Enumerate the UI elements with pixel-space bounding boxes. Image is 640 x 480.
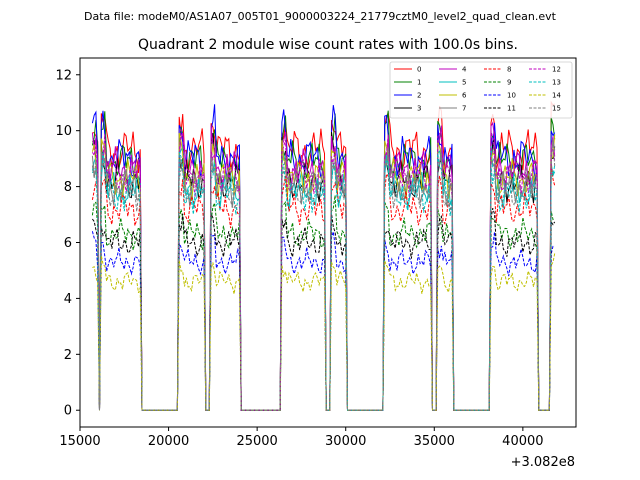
series-layer — [91, 100, 556, 411]
legend-label-9: 9 — [507, 79, 511, 87]
legend-label-12: 12 — [552, 66, 561, 74]
legend-frame — [389, 61, 573, 119]
x-offset-label: +3.082e8 — [511, 455, 575, 470]
legend-label-15: 15 — [552, 105, 561, 113]
legend-label-5: 5 — [462, 79, 466, 87]
series-line-9 — [91, 195, 556, 411]
y-tick-label: 4 — [64, 292, 72, 307]
y-tick-label: 12 — [55, 68, 72, 83]
x-tick-label: 15000 — [59, 434, 100, 449]
x-tick-label: 35000 — [414, 434, 455, 449]
series-line-7 — [91, 138, 556, 411]
x-tick-label: 25000 — [236, 434, 277, 449]
plot-frame — [79, 57, 577, 428]
legend-label-7: 7 — [462, 105, 466, 113]
legend-label-4: 4 — [462, 66, 467, 74]
series-line-1 — [91, 110, 556, 411]
legend-label-0: 0 — [417, 66, 421, 74]
data-file-suptitle: Data file: modeM0/AS1A07_005T01_90000032… — [84, 10, 557, 23]
legend-label-1: 1 — [417, 79, 421, 87]
x-tick-label: 40000 — [502, 434, 543, 449]
legend-label-2: 2 — [417, 92, 421, 100]
y-tick-label: 10 — [55, 124, 72, 139]
series-line-15 — [91, 143, 556, 411]
x-tick-label: 20000 — [148, 434, 189, 449]
y-tick-label: 8 — [64, 180, 72, 195]
legend-label-11: 11 — [507, 105, 516, 113]
series-line-8 — [91, 164, 556, 411]
y-tick-label: 0 — [64, 404, 72, 419]
series-line-0 — [92, 100, 556, 411]
y-tick-label: 6 — [64, 236, 72, 251]
legend-label-10: 10 — [507, 92, 516, 100]
legend-label-8: 8 — [507, 66, 511, 74]
y-tick-label: 2 — [64, 348, 72, 363]
series-line-10 — [91, 231, 555, 411]
series-line-11 — [91, 208, 556, 411]
x-tick-label: 30000 — [325, 434, 366, 449]
chart-title: Quadrant 2 module wise count rates with … — [138, 37, 518, 53]
legend-label-3: 3 — [417, 105, 421, 113]
series-line-14 — [92, 253, 556, 411]
legend-label-6: 6 — [462, 92, 467, 100]
legend-label-14: 14 — [552, 92, 561, 100]
legend-label-13: 13 — [552, 79, 561, 87]
